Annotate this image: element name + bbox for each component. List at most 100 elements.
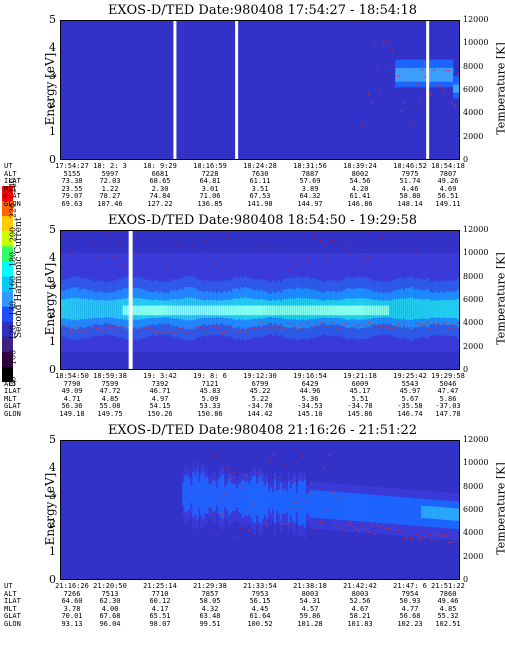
temperature-point — [272, 324, 274, 327]
spectrogram-band — [451, 67, 454, 82]
temperature-point — [322, 244, 325, 246]
spectrogram-band — [136, 305, 139, 316]
spectrogram-band — [70, 297, 74, 321]
temperature-point — [313, 528, 316, 530]
spectrogram-band — [100, 299, 103, 319]
spectrogram-band — [313, 490, 316, 518]
temperature-point — [415, 533, 418, 536]
temperature-point — [451, 102, 453, 105]
spectrogram-band — [277, 488, 281, 514]
temperature-point — [319, 239, 322, 242]
temperature-point — [352, 242, 355, 244]
colorbar-segment — [2, 276, 13, 293]
temperature-point — [116, 331, 119, 334]
temperature-point — [176, 249, 179, 251]
temperature-point — [179, 328, 182, 330]
spectrogram-band — [220, 475, 223, 518]
spectrogram-band — [250, 305, 253, 316]
temperature-point — [451, 244, 453, 246]
temperature-point — [176, 327, 179, 329]
temperature-point — [167, 331, 170, 334]
spectrogram-band — [114, 299, 117, 319]
temperature-tick-label: 10000 — [463, 458, 489, 468]
temperature-point — [260, 321, 262, 324]
temperature-point — [104, 327, 107, 330]
spectrogram-band — [208, 305, 211, 316]
ephemeris-value: 145.10 — [297, 409, 323, 418]
spectrogram-band — [84, 298, 88, 320]
temperature-point — [364, 249, 367, 251]
temperature-point — [385, 527, 388, 530]
temperature-point — [310, 482, 313, 484]
spectrogram-band — [273, 305, 277, 316]
temperature-point — [325, 508, 328, 511]
spectrogram-band — [395, 299, 398, 319]
spectrogram-band — [347, 492, 350, 521]
spectrogram-band — [367, 494, 370, 523]
spectrogram-band — [206, 476, 209, 515]
spectrogram-band — [453, 300, 456, 318]
ephemeris-row: MLT 3.78 4.00 4.17 4.32 4.45 4.57 4.67 4.77 4.85 — [4, 605, 505, 614]
spectrogram-band — [399, 299, 402, 320]
temperature-point — [301, 455, 304, 457]
spectrogram-band — [413, 498, 416, 526]
ephemeris-value: 19:12:30 — [243, 372, 277, 380]
temperature-point — [376, 66, 379, 68]
spectrogram-band — [437, 506, 440, 520]
ephemeris-value: 5997 — [101, 169, 119, 178]
ephemeris-value: 149.11 — [435, 199, 461, 208]
spectrogram-band — [281, 489, 285, 514]
ephemeris-value: 50.93 — [399, 597, 421, 606]
temperature-point — [358, 530, 361, 533]
temperature-point — [188, 328, 191, 330]
spectrogram-band — [441, 299, 444, 319]
temperature-point — [134, 326, 137, 328]
spectrogram-band — [383, 495, 386, 524]
spectrogram-band — [429, 300, 432, 318]
spectrogram-band — [305, 305, 308, 316]
temperature-point — [102, 243, 104, 245]
ephemeris-value: 21:51:22 — [431, 582, 465, 590]
spectrogram-band — [413, 298, 416, 320]
temperature-point — [101, 328, 104, 331]
spectrogram-band — [212, 305, 215, 316]
spectrogram-band — [246, 481, 249, 516]
ephemeris-value: 21:20:50 — [93, 582, 127, 590]
temperature-point — [296, 501, 298, 504]
ephemeris-value: 8003 — [351, 589, 369, 598]
spectrogram-band — [423, 67, 426, 82]
colorbar-segment — [2, 336, 13, 353]
ephemeris-value: 5.22 — [251, 394, 269, 403]
temperature-point — [230, 325, 232, 328]
ephemeris-value: 21:42:42 — [343, 582, 377, 590]
temperature-point — [310, 325, 313, 327]
temperature-axis-label: Temperature [K] — [494, 42, 505, 135]
spectrogram-band — [206, 305, 209, 316]
spectrogram-band — [349, 493, 352, 521]
ephemeris-value: 5.51 — [351, 394, 369, 403]
ephemeris-value: 136.85 — [197, 199, 223, 208]
temperature-point — [397, 529, 400, 531]
spectrogram-band — [303, 479, 306, 528]
spectrogram-band — [449, 300, 452, 318]
ephemeris-value: 71.06 — [199, 192, 221, 201]
energy-tick-label: 3 — [49, 489, 56, 502]
temperature-tick-label: 12000 — [463, 435, 489, 444]
temperature-tick-label: 8000 — [463, 271, 484, 281]
temperature-point — [439, 534, 441, 536]
temperature-point — [373, 533, 376, 535]
ephemeris-value: 64.60 — [61, 597, 83, 606]
spectrogram-band — [379, 305, 382, 316]
spectrogram-band — [244, 481, 247, 516]
temperature-point — [382, 323, 385, 326]
temperature-point — [415, 322, 418, 325]
ephemeris-value: 99.51 — [199, 619, 221, 628]
temperature-point — [215, 326, 218, 328]
temperature-point — [257, 328, 259, 330]
temperature-point — [269, 255, 271, 257]
ephemeris-value: 102.51 — [435, 619, 461, 628]
spectrogram-band — [244, 305, 247, 316]
ephemeris-label: GLAT — [4, 192, 21, 201]
temperature-point — [84, 329, 86, 332]
spectrogram-band — [275, 490, 279, 512]
